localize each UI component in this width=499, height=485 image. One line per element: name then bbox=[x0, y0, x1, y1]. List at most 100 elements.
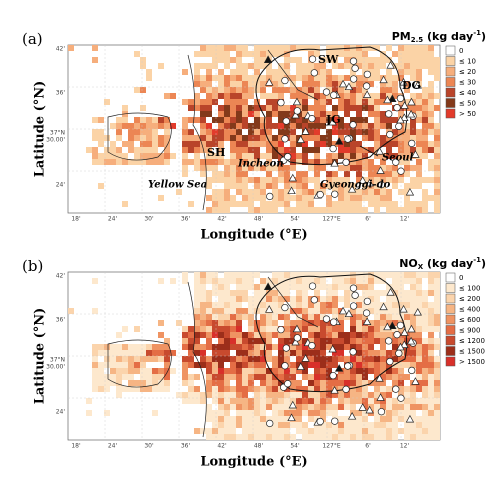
emission-cell bbox=[290, 278, 296, 284]
emission-cell bbox=[308, 165, 314, 171]
emission-cell bbox=[404, 99, 410, 105]
emission-cell bbox=[254, 350, 260, 356]
emission-cell bbox=[416, 45, 422, 51]
emission-cell bbox=[380, 344, 386, 350]
station-circle bbox=[395, 122, 403, 130]
emission-cell bbox=[242, 434, 248, 440]
emission-cell bbox=[290, 332, 296, 338]
emission-cell bbox=[224, 117, 230, 123]
emission-cell bbox=[362, 404, 368, 410]
emission-cell bbox=[290, 153, 296, 159]
emission-cell bbox=[326, 284, 332, 290]
station-triangle bbox=[383, 322, 392, 331]
emission-cell bbox=[200, 332, 206, 338]
emission-cell bbox=[320, 183, 326, 189]
station-triangle bbox=[406, 336, 416, 345]
emission-cell bbox=[302, 135, 308, 141]
emission-cell bbox=[290, 344, 296, 350]
emission-cell bbox=[314, 290, 320, 296]
emission-cell bbox=[272, 284, 278, 290]
emission-cell bbox=[338, 123, 344, 129]
emission-cell bbox=[326, 338, 332, 344]
emission-cell bbox=[362, 272, 368, 278]
emission-cell bbox=[422, 51, 428, 57]
emission-cell bbox=[98, 135, 104, 141]
emission-cell bbox=[368, 422, 374, 428]
emission-cell bbox=[242, 272, 248, 278]
emission-cell bbox=[164, 147, 170, 153]
emission-cell bbox=[116, 135, 122, 141]
emission-cell bbox=[92, 278, 98, 284]
emission-cell bbox=[236, 290, 242, 296]
emission-cell bbox=[320, 189, 326, 195]
emission-cell bbox=[344, 332, 350, 338]
emission-cell bbox=[404, 416, 410, 422]
emission-cell bbox=[320, 428, 326, 434]
emission-cell bbox=[230, 87, 236, 93]
emission-cell bbox=[308, 123, 314, 129]
emission-cell bbox=[266, 326, 272, 332]
emission-cell bbox=[362, 428, 368, 434]
emission-cell bbox=[260, 195, 266, 201]
emission-cell bbox=[422, 326, 428, 332]
emission-cell bbox=[386, 434, 392, 440]
legend-label: ≤ 30 bbox=[459, 79, 476, 87]
emission-cell bbox=[416, 284, 422, 290]
emission-cell bbox=[230, 362, 236, 368]
emission-cell bbox=[92, 153, 98, 159]
emission-cell bbox=[146, 141, 152, 147]
emission-cell bbox=[206, 135, 212, 141]
emission-cell bbox=[302, 362, 308, 368]
emission-cell bbox=[296, 201, 302, 207]
emission-cell bbox=[296, 272, 302, 278]
emission-cell bbox=[140, 87, 146, 93]
emission-cell bbox=[158, 374, 164, 380]
emission-cell bbox=[200, 302, 206, 308]
station-circle bbox=[331, 417, 339, 425]
emission-cell bbox=[236, 302, 242, 308]
emission-cell bbox=[224, 105, 230, 111]
emission-cell bbox=[164, 356, 170, 362]
emission-cell bbox=[278, 278, 284, 284]
emission-cell bbox=[296, 314, 302, 320]
emission-cell bbox=[260, 386, 266, 392]
emission-cell bbox=[386, 314, 392, 320]
emission-cell bbox=[140, 141, 146, 147]
emission-cell bbox=[428, 422, 434, 428]
emission-cell bbox=[422, 99, 428, 105]
emission-cell bbox=[326, 422, 332, 428]
emission-cell bbox=[230, 141, 236, 147]
emission-cell bbox=[308, 380, 314, 386]
emission-cell bbox=[410, 344, 416, 350]
province-boundary bbox=[255, 273, 408, 393]
emission-cell bbox=[242, 159, 248, 165]
emission-cell bbox=[368, 135, 374, 141]
emission-cell bbox=[428, 404, 434, 410]
emission-cell bbox=[362, 302, 368, 308]
emission-cell bbox=[266, 404, 272, 410]
emission-cell bbox=[164, 93, 170, 99]
emission-cell bbox=[128, 356, 134, 362]
emission-cell bbox=[152, 135, 158, 141]
emission-cell bbox=[338, 93, 344, 99]
emission-cell bbox=[134, 117, 140, 123]
station-circle bbox=[284, 153, 292, 161]
emission-cell bbox=[416, 368, 422, 374]
emission-cell bbox=[224, 123, 230, 129]
station-triangle bbox=[396, 342, 405, 351]
emission-cell bbox=[284, 404, 290, 410]
emission-cell bbox=[218, 320, 224, 326]
emission-cell bbox=[248, 338, 254, 344]
emission-cell bbox=[386, 177, 392, 183]
emission-cell bbox=[230, 147, 236, 153]
emission-cell bbox=[338, 320, 344, 326]
emission-cell bbox=[296, 416, 302, 422]
x-tick-label: 30' bbox=[144, 216, 154, 223]
emission-cell bbox=[386, 117, 392, 123]
emission-cell bbox=[254, 434, 260, 440]
emission-cell bbox=[182, 338, 188, 344]
emission-cell bbox=[278, 434, 284, 440]
emission-cell bbox=[386, 141, 392, 147]
emission-cell bbox=[110, 350, 116, 356]
emission-cell bbox=[182, 380, 188, 386]
